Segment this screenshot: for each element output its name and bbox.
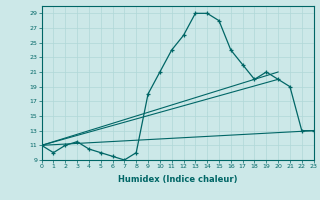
X-axis label: Humidex (Indice chaleur): Humidex (Indice chaleur) (118, 175, 237, 184)
